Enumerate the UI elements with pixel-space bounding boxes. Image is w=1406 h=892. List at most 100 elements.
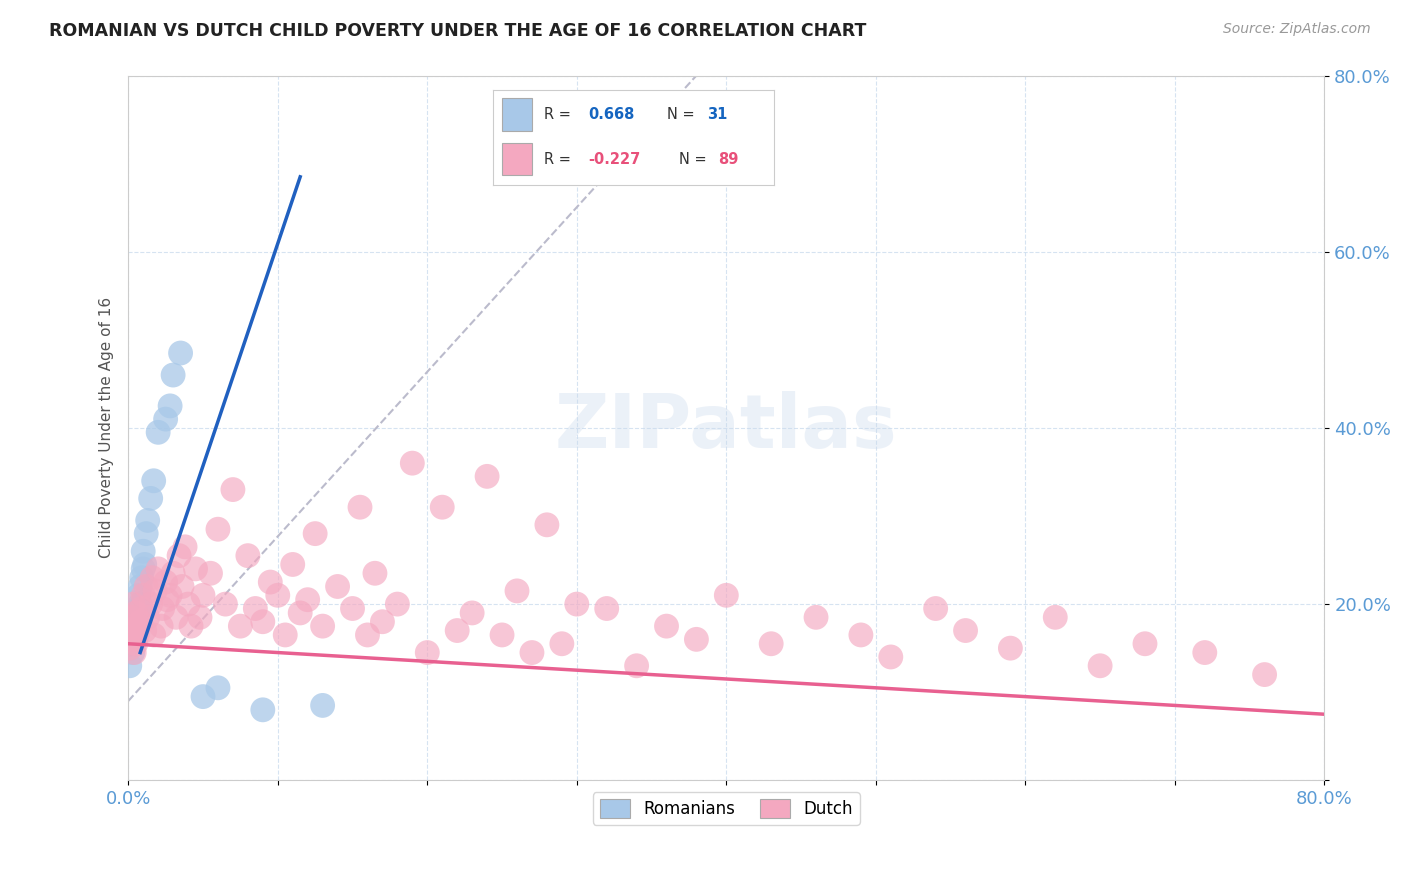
Point xyxy=(364,566,387,581)
Point xyxy=(252,615,274,629)
Legend: Romanians, Dutch: Romanians, Dutch xyxy=(593,792,859,825)
Point xyxy=(129,615,152,629)
Point xyxy=(121,632,143,647)
Point xyxy=(416,646,439,660)
Point xyxy=(159,588,181,602)
Point xyxy=(162,368,184,382)
Point xyxy=(184,562,207,576)
Point xyxy=(118,641,141,656)
Point xyxy=(167,549,190,563)
Point xyxy=(222,483,245,497)
Point xyxy=(1000,641,1022,656)
Point xyxy=(1253,667,1275,681)
Text: Source: ZipAtlas.com: Source: ZipAtlas.com xyxy=(1223,22,1371,37)
Point xyxy=(880,650,903,665)
Point xyxy=(132,562,155,576)
Point xyxy=(461,606,484,620)
Text: ROMANIAN VS DUTCH CHILD POVERTY UNDER THE AGE OF 16 CORRELATION CHART: ROMANIAN VS DUTCH CHILD POVERTY UNDER TH… xyxy=(49,22,866,40)
Point xyxy=(142,628,165,642)
Point xyxy=(849,628,872,642)
Point xyxy=(267,588,290,602)
Point xyxy=(120,610,142,624)
Point xyxy=(180,619,202,633)
Point xyxy=(134,558,156,572)
Point xyxy=(156,592,179,607)
Point xyxy=(120,624,142,638)
Point xyxy=(626,658,648,673)
Point xyxy=(655,619,678,633)
Point xyxy=(141,571,163,585)
Point xyxy=(125,610,148,624)
Y-axis label: Child Poverty Under the Age of 16: Child Poverty Under the Age of 16 xyxy=(100,297,114,558)
Point xyxy=(143,583,166,598)
Point xyxy=(155,412,177,426)
Point xyxy=(159,399,181,413)
Point xyxy=(122,619,145,633)
Point xyxy=(129,579,152,593)
Point xyxy=(142,474,165,488)
Point xyxy=(135,526,157,541)
Point xyxy=(120,637,142,651)
Point xyxy=(475,469,498,483)
Point xyxy=(274,628,297,642)
Point xyxy=(127,628,149,642)
Point xyxy=(121,597,143,611)
Point xyxy=(155,575,177,590)
Point xyxy=(165,610,187,624)
Point xyxy=(924,601,946,615)
Point xyxy=(297,592,319,607)
Point xyxy=(207,522,229,536)
Point xyxy=(125,637,148,651)
Point xyxy=(136,610,159,624)
Point xyxy=(1194,646,1216,660)
Point xyxy=(174,540,197,554)
Point xyxy=(188,610,211,624)
Point xyxy=(290,606,312,620)
Point xyxy=(342,601,364,615)
Point xyxy=(128,619,150,633)
Point xyxy=(170,579,193,593)
Point xyxy=(121,628,143,642)
Point xyxy=(128,588,150,602)
Point xyxy=(146,425,169,440)
Point xyxy=(162,566,184,581)
Point xyxy=(125,606,148,620)
Point xyxy=(804,610,827,624)
Point xyxy=(128,601,150,615)
Point xyxy=(520,646,543,660)
Point xyxy=(401,456,423,470)
Text: ZIPatlas: ZIPatlas xyxy=(555,392,897,465)
Point xyxy=(596,601,619,615)
Point xyxy=(131,571,153,585)
Point xyxy=(245,601,267,615)
Point xyxy=(326,579,349,593)
Point xyxy=(536,517,558,532)
Point xyxy=(131,601,153,615)
Point xyxy=(127,624,149,638)
Point xyxy=(207,681,229,695)
Point xyxy=(311,619,333,633)
Point xyxy=(177,597,200,611)
Point xyxy=(122,646,145,660)
Point xyxy=(356,628,378,642)
Point xyxy=(236,549,259,563)
Point xyxy=(491,628,513,642)
Point xyxy=(118,658,141,673)
Point xyxy=(136,513,159,527)
Point xyxy=(551,637,574,651)
Point xyxy=(1045,610,1067,624)
Point xyxy=(1088,658,1111,673)
Point xyxy=(349,500,371,515)
Point xyxy=(685,632,707,647)
Point xyxy=(446,624,468,638)
Point xyxy=(191,690,214,704)
Point xyxy=(135,579,157,593)
Point xyxy=(281,558,304,572)
Point xyxy=(120,624,142,638)
Point xyxy=(125,632,148,647)
Point xyxy=(127,606,149,620)
Point xyxy=(252,703,274,717)
Point xyxy=(229,619,252,633)
Point xyxy=(122,619,145,633)
Point xyxy=(132,588,155,602)
